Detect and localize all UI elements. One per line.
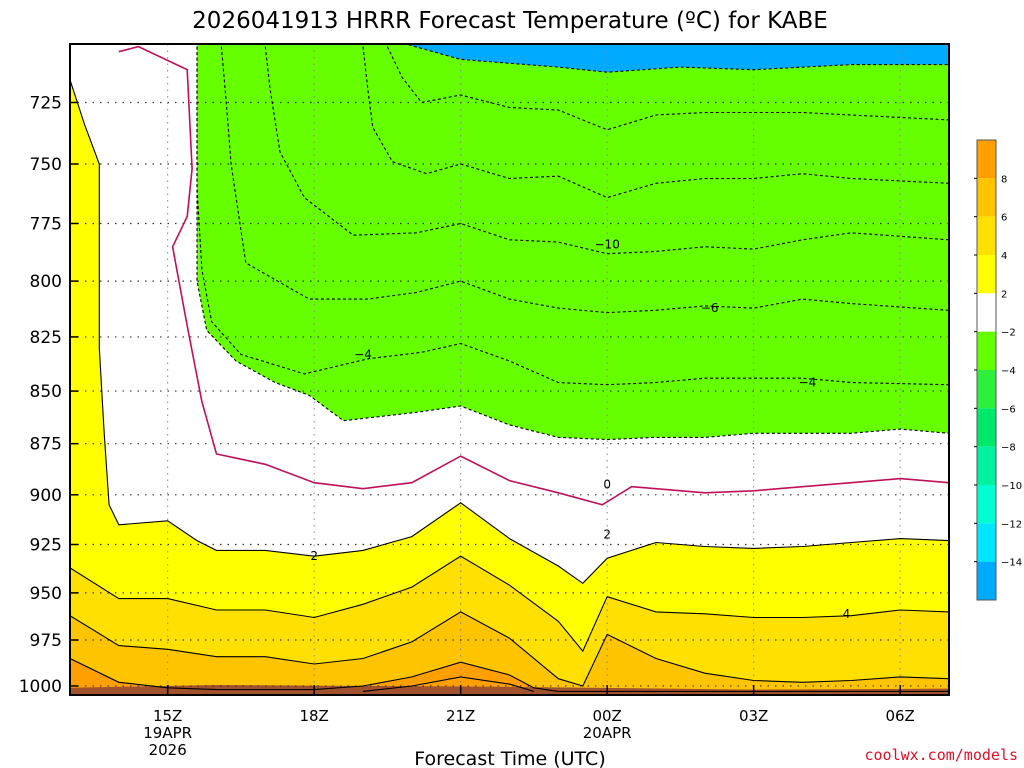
x-tick-label-15Z: 15Z <box>153 707 182 725</box>
y-tick-label-900: 900 <box>30 486 62 506</box>
temperature-fill-layer <box>70 44 949 695</box>
isotherm--14 <box>403 44 949 73</box>
x-tick-sublabel-00Z-0: 20APR <box>583 724 632 742</box>
colorbar-tick-label-2: 4 <box>1001 251 1007 262</box>
colorbar-tick-label-1: 6 <box>1001 213 1007 224</box>
x-tick-label-18Z: 18Z <box>299 707 328 725</box>
contour-label-4: 0 <box>603 478 611 492</box>
isotherm-10 <box>362 676 535 692</box>
chart-title: 2026041913 HRRR Forecast Temperature (ºC… <box>192 8 828 34</box>
colorbar-tick-label-10: −14 <box>1001 558 1022 569</box>
fill-band-above-6 <box>70 611 949 695</box>
colorbar-swatch-1 <box>977 178 996 217</box>
colorbar-swatch-7 <box>977 408 996 447</box>
colorbar-swatch-8 <box>977 446 996 485</box>
y-tick-label-725: 725 <box>30 93 62 113</box>
colorbar-tick-label-8: −10 <box>1001 481 1022 492</box>
y-tick-label-925: 925 <box>30 536 62 556</box>
colorbar-swatch-5 <box>977 331 996 370</box>
colorbar-tick-label-3: 2 <box>1001 289 1007 300</box>
isotherm--8 <box>264 46 949 255</box>
ground-surface <box>70 685 949 695</box>
isotherm--6 <box>220 46 949 314</box>
x-axis-label: Forecast Time (UTC) <box>414 748 605 768</box>
colorbar-swatch-2 <box>977 216 996 255</box>
fill-band-below-14 <box>405 44 949 73</box>
x-tick-sublabel-15Z-0: 19APR <box>143 724 192 742</box>
colorbar-swatch-9 <box>977 485 996 524</box>
isotherm-8 <box>70 658 949 692</box>
colorbar-tick-label-7: −8 <box>1001 443 1016 454</box>
contour-labels: −10 −6 −4 −4 0 2 2 4 <box>310 237 850 620</box>
x-tick-sublabel-15Z-1: 2026 <box>149 741 187 759</box>
pressure-axis: 725 750 775 800 825 850 875 900 925 950 975 1000 <box>19 93 78 697</box>
contour-label-2: −4 <box>354 347 372 361</box>
y-tick-label-750: 750 <box>30 155 62 175</box>
contour-label-3: −4 <box>799 376 817 390</box>
contour-label-1: −6 <box>701 301 719 315</box>
contour-label-7: 4 <box>843 607 851 621</box>
y-tick-label-775: 775 <box>30 214 62 234</box>
y-tick-label-875: 875 <box>30 435 62 455</box>
isotherm-6 <box>70 611 949 687</box>
y-tick-label-850: 850 <box>30 382 62 402</box>
isotherm-0 <box>118 45 949 506</box>
y-tick-label-800: 800 <box>30 272 62 292</box>
isotherm--10 <box>362 46 949 199</box>
y-tick-label-950: 950 <box>30 584 62 604</box>
colorbar: 8 6 4 2 −2 −4 −6 −8 −10 −12 −14 <box>974 139 1022 601</box>
plot-frame <box>69 43 950 696</box>
isotherm-lines <box>70 44 949 692</box>
y-tick-label-825: 825 <box>30 328 62 348</box>
contour-label-6: 2 <box>310 549 318 563</box>
fill-band-below--2 <box>196 44 949 440</box>
x-tick-label-00Z: 00Z <box>592 707 621 725</box>
colorbar-tick-label-5: −4 <box>1001 366 1016 377</box>
fill-band-above-8 <box>70 658 949 695</box>
isotherm-2 <box>70 79 949 585</box>
isotherm--4 <box>196 46 949 386</box>
colorbar-swatch-10 <box>977 523 996 562</box>
x-tick-label-21Z: 21Z <box>446 707 475 725</box>
contour-label-5: 2 <box>603 528 611 542</box>
isotherm--2 <box>196 46 949 441</box>
colorbar-tick-label-0: 8 <box>1001 174 1007 185</box>
colorbar-swatch-11 <box>977 561 996 600</box>
isotherm-4 <box>70 555 949 653</box>
colorbar-swatch-6 <box>977 370 996 409</box>
contour-label-0: −10 <box>595 237 620 251</box>
y-tick-label-1000: 1000 <box>19 677 62 697</box>
colorbar-swatch-0 <box>977 140 996 179</box>
colorbar-tick-label-6: −6 <box>1001 404 1016 415</box>
x-tick-label-03Z: 03Z <box>739 707 768 725</box>
credit-text: coolwx.com/models <box>864 746 1018 764</box>
x-tick-label-06Z: 06Z <box>885 707 914 725</box>
grid-layer <box>70 44 949 695</box>
colorbar-tick-label-9: −12 <box>1001 519 1022 530</box>
y-tick-label-975: 975 <box>30 631 62 651</box>
colorbar-tick-label-4: −2 <box>1001 328 1016 339</box>
colorbar-swatch-3 <box>977 255 996 294</box>
colorbar-swatch-4 <box>977 293 996 332</box>
